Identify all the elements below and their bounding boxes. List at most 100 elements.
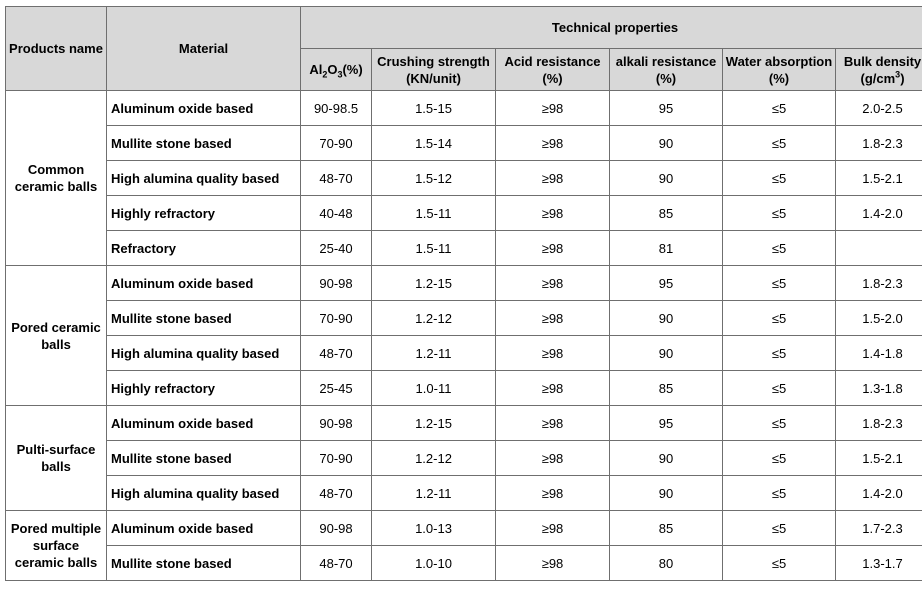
- material-cell: Aluminum oxide based: [106, 265, 301, 301]
- acid-resistance-cell: ≥98: [495, 230, 610, 266]
- table-row: High alumina quality based 48-70 1.2-11 ≥98…: [6, 475, 922, 511]
- material-cell: Mullite stone based: [106, 125, 301, 161]
- bulk-density-cell: 1.7-2.3: [834, 510, 922, 546]
- al2o3-cell: 25-40: [300, 230, 372, 266]
- water-absorption-cell: ≤5: [722, 90, 836, 126]
- acid-resistance-cell: ≥98: [495, 265, 610, 301]
- al2o3-cell: 90-98.5: [300, 90, 372, 126]
- crushing-strength-cell: 1.2-15: [371, 265, 496, 301]
- alkali-resistance-header: alkali resistance (%): [609, 48, 723, 91]
- acid-resistance-cell: ≥98: [495, 335, 610, 371]
- al2o3-cell: 40-48: [300, 195, 372, 231]
- alkali-resistance-cell: 81: [609, 230, 723, 266]
- crushing-strength-cell: 1.0-11: [371, 370, 496, 406]
- product-name-cell: Pored multiple surface ceramic balls: [5, 510, 107, 581]
- table-row: Pulti-surface balls Aluminum oxide based 9…: [5, 405, 922, 511]
- bulk-density-cell: 1.3-1.8: [834, 370, 922, 406]
- table-row: Common ceramic balls Aluminum oxide based…: [5, 90, 922, 266]
- table-row: Highly refractory 40-48 1.5-11 ≥98 85 ≤5 1.4-2…: [6, 195, 922, 231]
- table-row: Highly refractory 25-45 1.0-11 ≥98 85 ≤5 1.3-1…: [6, 370, 922, 406]
- water-absorption-cell: ≤5: [722, 335, 836, 371]
- water-absorption-cell: ≤5: [722, 545, 836, 581]
- material-cell: Aluminum oxide based: [106, 510, 301, 546]
- acid-resistance-cell: ≥98: [495, 300, 610, 336]
- acid-resistance-cell: ≥98: [495, 405, 610, 441]
- crushing-strength-cell: 1.5-11: [371, 230, 496, 266]
- crushing-strength-cell: 1.2-15: [371, 405, 496, 441]
- acid-resistance-cell: ≥98: [495, 125, 610, 161]
- products-name-header: Products name: [5, 6, 107, 91]
- technical-properties-table: Products name Material Technical propert…: [5, 6, 922, 581]
- alkali-resistance-cell: 95: [609, 405, 723, 441]
- crushing-strength-cell: 1.5-14: [371, 125, 496, 161]
- alkali-resistance-cell: 80: [609, 545, 723, 581]
- table-header: Products name Material Technical propert…: [5, 6, 922, 91]
- water-absorption-cell: ≤5: [722, 405, 836, 441]
- water-absorption-cell: ≤5: [722, 265, 836, 301]
- bulk-density-cell: 1.3-1.7: [834, 545, 922, 581]
- al2o3-cell: 48-70: [300, 335, 372, 371]
- table-row: Refractory 25-40 1.5-11 ≥98 81 ≤5: [6, 230, 922, 266]
- water-absorption-cell: ≤5: [722, 510, 836, 546]
- al2o3-cell: 70-90: [300, 125, 372, 161]
- table-row: Mullite stone based 70-90 1.5-14 ≥98 90 ≤5 1.8…: [6, 125, 922, 161]
- table-row: Pored multiple surface ceramic balls Alum…: [5, 510, 922, 581]
- bulk-density-cell: 1.5-2.0: [834, 300, 922, 336]
- table-row: Pored ceramic balls Aluminum oxide based 9…: [5, 265, 922, 406]
- material-cell: High alumina quality based: [106, 160, 301, 196]
- table-body: Common ceramic balls Aluminum oxide based…: [5, 90, 922, 581]
- acid-resistance-header: Acid resistance (%): [495, 48, 610, 91]
- material-cell: Aluminum oxide based: [106, 90, 301, 126]
- al2o3-cell: 90-98: [300, 510, 372, 546]
- water-absorption-cell: ≤5: [722, 160, 836, 196]
- bulk-density-cell: 1.8-2.3: [834, 125, 922, 161]
- table-row: Mullite stone based 70-90 1.2-12 ≥98 90 ≤5 1.5…: [6, 440, 922, 476]
- crushing-strength-cell: 1.5-11: [371, 195, 496, 231]
- bulk-density-cell: 2.0-2.5: [834, 90, 922, 126]
- al2o3-cell: 48-70: [300, 545, 372, 581]
- crushing-strength-cell: 1.5-12: [371, 160, 496, 196]
- alkali-resistance-cell: 85: [609, 510, 723, 546]
- water-absorption-cell: ≤5: [722, 230, 836, 266]
- water-absorption-cell: ≤5: [722, 475, 836, 511]
- crushing-strength-header: Crushing strength (KN/unit): [371, 48, 496, 91]
- product-name-cell: Common ceramic balls: [5, 90, 107, 266]
- bulk-density-cell: [834, 230, 922, 266]
- bulk-density-cell: 1.4-1.8: [834, 335, 922, 371]
- crushing-strength-cell: 1.2-11: [371, 335, 496, 371]
- water-absorption-cell: ≤5: [722, 370, 836, 406]
- acid-resistance-cell: ≥98: [495, 370, 610, 406]
- material-cell: Mullite stone based: [106, 300, 301, 336]
- crushing-strength-cell: 1.0-13: [371, 510, 496, 546]
- alkali-resistance-cell: 95: [609, 90, 723, 126]
- alkali-resistance-cell: 90: [609, 300, 723, 336]
- alkali-resistance-cell: 90: [609, 475, 723, 511]
- table-row: High alumina quality based 48-70 1.5-12 ≥98…: [6, 160, 922, 196]
- crushing-strength-cell: 1.2-11: [371, 475, 496, 511]
- bulk-density-cell: 1.5-2.1: [834, 440, 922, 476]
- material-cell: Mullite stone based: [106, 440, 301, 476]
- table-row: High alumina quality based 48-70 1.2-11 ≥98…: [6, 335, 922, 371]
- acid-resistance-cell: ≥98: [495, 545, 610, 581]
- acid-resistance-cell: ≥98: [495, 510, 610, 546]
- water-absorption-cell: ≤5: [722, 300, 836, 336]
- crushing-strength-cell: 1.5-15: [371, 90, 496, 126]
- acid-resistance-cell: ≥98: [495, 195, 610, 231]
- table-row: Mullite stone based 70-90 1.2-12 ≥98 90 ≤5 1.5…: [6, 300, 922, 336]
- product-name-cell: Pored ceramic balls: [5, 265, 107, 406]
- crushing-strength-cell: 1.2-12: [371, 440, 496, 476]
- alkali-resistance-cell: 90: [609, 335, 723, 371]
- al2o3-cell: 90-98: [300, 405, 372, 441]
- acid-resistance-cell: ≥98: [495, 90, 610, 126]
- acid-resistance-cell: ≥98: [495, 475, 610, 511]
- bulk-density-cell: 1.4-2.0: [834, 195, 922, 231]
- bulk-density-cell: 1.8-2.3: [834, 405, 922, 441]
- al2o3-cell: 48-70: [300, 475, 372, 511]
- al2o3-cell: 25-45: [300, 370, 372, 406]
- crushing-strength-cell: 1.2-12: [371, 300, 496, 336]
- product-name-cell: Pulti-surface balls: [5, 405, 107, 511]
- technical-properties-header: Technical properties: [299, 6, 922, 49]
- alkali-resistance-cell: 90: [609, 440, 723, 476]
- bulk-density-cell: 1.5-2.1: [834, 160, 922, 196]
- acid-resistance-cell: ≥98: [495, 160, 610, 196]
